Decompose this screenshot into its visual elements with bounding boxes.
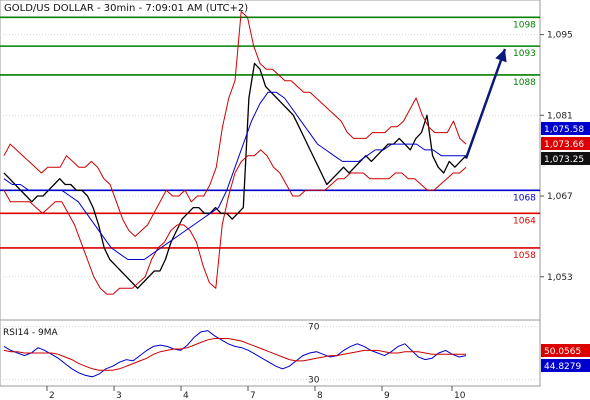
x-tick-label: 10 [454, 391, 466, 400]
level-label: 1058 [513, 251, 536, 261]
rsi-title: RSI14 - 9MA [3, 328, 59, 338]
rsi-value-tag-box [541, 359, 590, 372]
rsi-value-tag-box [541, 344, 590, 357]
rsi-series [3, 330, 467, 378]
rsi-chart: 70 30 50.0565 44.8279 2 3 4 7 8 9 10 RSI14 - 9MA [0, 320, 590, 400]
level-label: 1093 [513, 49, 536, 59]
rsi-value-tags: 50.0565 44.8279 [541, 344, 590, 372]
series-price [3, 62, 467, 289]
projection-arrow-line [464, 48, 507, 159]
rsi-y-tick-label: 70 [308, 323, 320, 333]
value-tag-label: 1,073.66 [544, 140, 584, 150]
rsi-plot-frame [0, 320, 541, 387]
level-label: 1064 [513, 216, 536, 226]
chart-title: GOLD/US DOLLAR - 30min - 7:09:01 AM (UTC… [4, 3, 248, 14]
x-axis: 2 3 4 7 8 9 10 [46, 386, 466, 400]
value-tag-label: 1,075.58 [544, 125, 584, 135]
rsi-y-axis: 70 30 [308, 323, 320, 386]
level-label: 1068 [513, 193, 536, 203]
price-value-tags: 1,075.58 1,073.66 1,073.25 [541, 122, 590, 165]
rsi-value-tag-label: 50.0565 [544, 347, 581, 357]
level-label: 1088 [513, 78, 536, 88]
price-y-tick-label: 1,095 [547, 31, 573, 41]
value-tag-label: 1,073.25 [544, 155, 584, 165]
x-tick-label: 4 [183, 391, 189, 400]
series-bollinger-upper [3, 11, 467, 237]
value-tag-box [541, 122, 590, 135]
price-levels: 1098 1093 1088 1068 1064 1058 [0, 16, 540, 261]
price-grid [0, 34, 540, 278]
rsi-value-tag-label: 44.8279 [544, 362, 581, 372]
x-tick-label: 3 [116, 391, 122, 400]
rsi-series-9MA [3, 338, 466, 371]
series-bollinger-lower [3, 149, 467, 295]
x-tick-label: 2 [49, 391, 55, 400]
projection-arrow-head [495, 49, 507, 63]
price-y-axis: 1,095 1,081 1,067 1,053 [540, 31, 573, 283]
price-chart: 1098 1093 1088 1068 1064 1058 1,095 1,081 1,067… [0, 0, 590, 320]
price-y-tick-label: 1,067 [547, 192, 573, 202]
value-tag-box [541, 152, 590, 165]
price-y-tick-label: 1,053 [547, 273, 573, 283]
x-tick-label: 7 [250, 391, 256, 400]
rsi-y-tick-label: 30 [308, 375, 320, 385]
level-label: 1098 [513, 20, 536, 30]
rsi-grid [0, 326, 540, 380]
price-annotations [464, 48, 507, 159]
value-tag-box [541, 137, 590, 150]
x-tick-label: 8 [317, 391, 323, 400]
series-moving-average [3, 91, 466, 260]
x-tick-label: 9 [384, 391, 390, 400]
price-y-tick-label: 1,081 [547, 111, 573, 121]
price-series [3, 11, 467, 295]
